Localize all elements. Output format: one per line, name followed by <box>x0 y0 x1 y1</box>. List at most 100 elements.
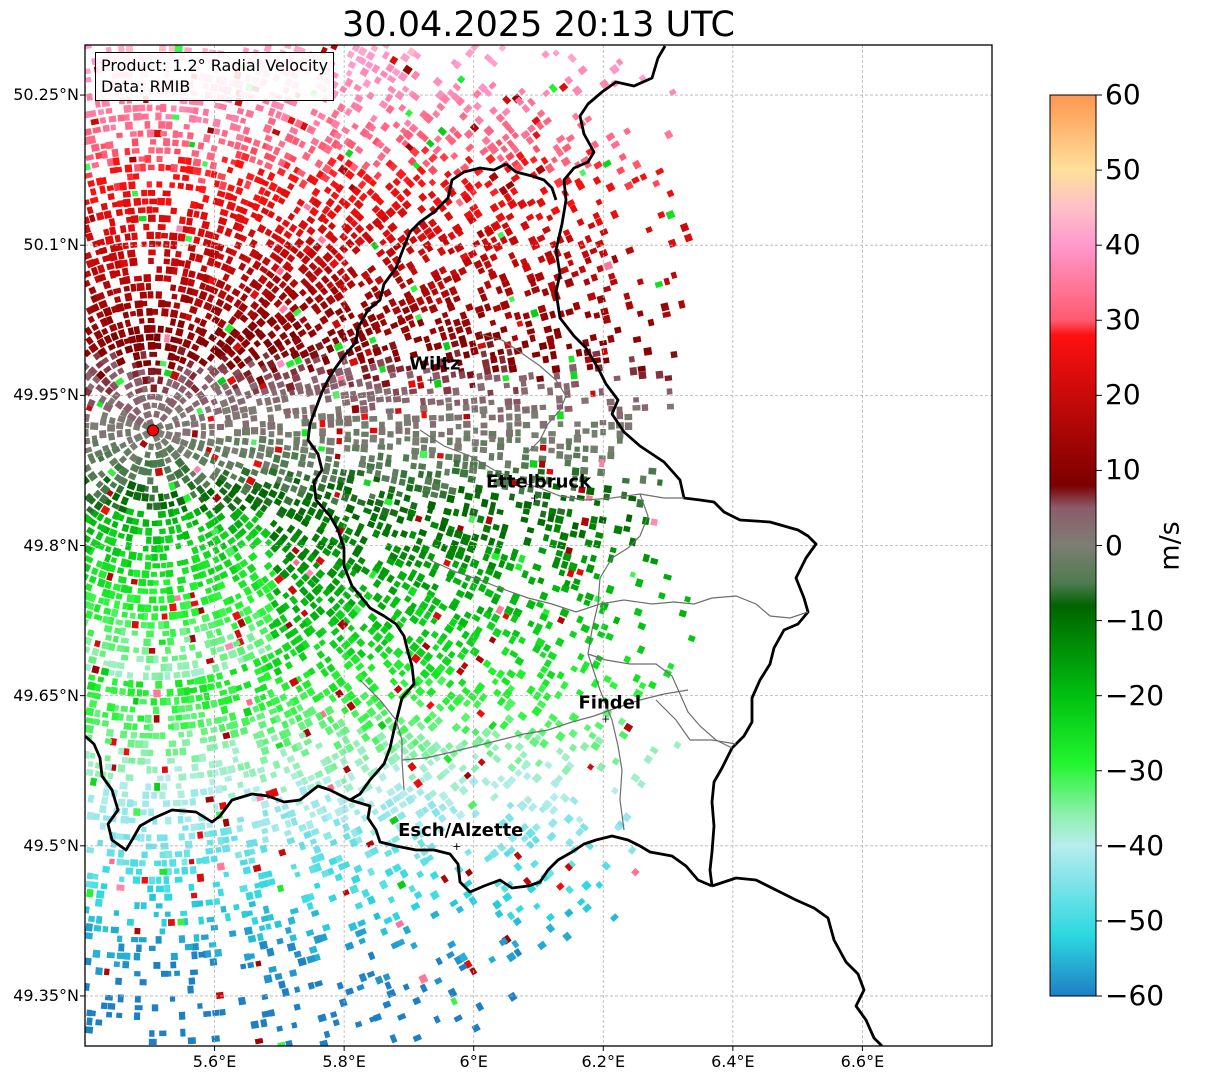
radar-echo-gate <box>495 113 505 123</box>
radar-echo-gate <box>454 443 462 451</box>
radar-echo-gate <box>270 366 279 374</box>
radar-echo-gate <box>240 198 249 206</box>
radar-echo-gate <box>136 689 143 697</box>
radar-echo-gate <box>289 595 299 605</box>
radar-echo-gate <box>395 134 405 144</box>
radar-echo-gate <box>539 651 547 659</box>
radar-echo-gate <box>309 601 318 610</box>
radar-echo-gate <box>405 245 415 255</box>
radar-echo-gate <box>488 721 498 731</box>
radar-echo-gate <box>260 364 268 373</box>
radar-echo-gate <box>321 923 331 932</box>
radar-echo-gate <box>115 977 123 986</box>
radar-echo-gate <box>126 585 133 594</box>
radar-echo-gate <box>262 338 273 349</box>
radar-echo-gate <box>385 247 397 258</box>
radar-echo-gate <box>145 527 153 536</box>
radar-echo-gate <box>186 165 195 175</box>
radar-echo-gate <box>148 257 154 265</box>
radar-echo-gate <box>386 364 396 374</box>
radar-echo-gate <box>198 495 206 504</box>
radar-echo-gate <box>322 251 334 263</box>
radar-echo-gate <box>133 808 141 816</box>
radar-echo-gate <box>186 217 193 226</box>
radar-echo-gate <box>401 581 411 591</box>
radar-echo-gate <box>159 553 168 561</box>
radar-echo-gate <box>325 294 336 306</box>
radar-echo-gate <box>546 387 554 396</box>
radar-echo-gate <box>584 256 592 265</box>
radar-echo-gate <box>402 454 410 462</box>
radar-echo-gate <box>457 678 467 687</box>
radar-echo-gate <box>515 501 523 509</box>
radar-echo-gate <box>219 1008 226 1016</box>
radar-echo-gate <box>287 916 296 925</box>
radar-echo-gate <box>178 356 187 365</box>
radar-echo-gate <box>296 490 305 499</box>
radar-echo-gate <box>231 574 240 583</box>
radar-echo-gate <box>395 620 405 630</box>
radar-echo-gate <box>571 112 580 121</box>
radar-echo-gate <box>155 274 164 282</box>
radar-echo-gate <box>185 183 194 191</box>
radar-echo-gate <box>225 360 236 371</box>
radar-echo-gate <box>274 446 283 454</box>
radar-echo-gate <box>362 373 372 381</box>
radar-echo-gate <box>334 873 344 882</box>
radar-echo-gate <box>511 258 520 268</box>
radar-echo-gate <box>267 171 276 182</box>
radar-echo-gate <box>103 228 110 236</box>
radar-echo-gate <box>251 351 261 361</box>
radar-echo-gate <box>351 631 360 641</box>
radar-echo-gate <box>538 547 547 555</box>
radar-echo-gate <box>294 714 303 723</box>
radar-echo-gate <box>193 933 200 942</box>
radar-echo-gate <box>455 589 465 599</box>
radar-echo-gate <box>219 208 229 217</box>
radar-echo-gate <box>323 388 331 395</box>
radar-echo-gate <box>464 590 474 601</box>
radar-echo-gate <box>134 927 141 935</box>
radar-echo-gate <box>548 539 558 549</box>
radar-echo-gate <box>428 568 438 578</box>
radar-echo-gate <box>124 345 134 354</box>
radar-echo-gate <box>346 50 355 59</box>
radar-echo-gate <box>359 455 367 463</box>
radar-echo-gate <box>359 405 369 414</box>
radar-echo-gate <box>99 117 107 124</box>
radar-echo-gate <box>299 453 307 462</box>
radar-echo-gate <box>208 471 219 481</box>
radar-echo-gate <box>212 555 220 564</box>
radar-echo-gate <box>305 624 316 636</box>
radar-echo-gate <box>385 207 397 218</box>
lat-tick-marks <box>80 94 85 997</box>
radar-echo-gate <box>229 728 240 739</box>
radar-echo-gate <box>381 379 391 388</box>
radar-echo-gate <box>408 123 419 134</box>
radar-echo-gate <box>154 860 162 867</box>
radar-echo-gate <box>85 880 93 888</box>
radar-echo-gate <box>452 318 462 327</box>
radar-echo-gate <box>192 353 201 362</box>
radar-echo-gate <box>264 549 274 559</box>
radar-echo-gate <box>207 415 215 422</box>
radar-echo-gate <box>280 395 289 403</box>
radar-echo-gate <box>556 671 565 680</box>
radar-echo-gate <box>158 596 165 604</box>
radar-echo-gate <box>497 348 505 356</box>
radar-echo-gate <box>240 963 247 970</box>
radar-echo-gate <box>142 672 149 681</box>
radar-echo-gate <box>116 935 123 943</box>
radar-echo-gate <box>433 342 443 351</box>
radar-echo-gate <box>229 668 238 676</box>
radar-echo-gate <box>513 311 522 321</box>
radar-echo-gate <box>319 1039 329 1046</box>
radar-echo-gate <box>111 510 120 521</box>
radar-echo-gate <box>180 721 189 730</box>
radar-echo-gate <box>85 437 91 445</box>
radar-echo-gate <box>165 569 174 578</box>
radar-echo-gate <box>243 285 252 294</box>
radar-echo-gate <box>169 859 177 867</box>
radar-echo-gate <box>249 289 260 300</box>
radar-echo-gate <box>310 575 320 585</box>
